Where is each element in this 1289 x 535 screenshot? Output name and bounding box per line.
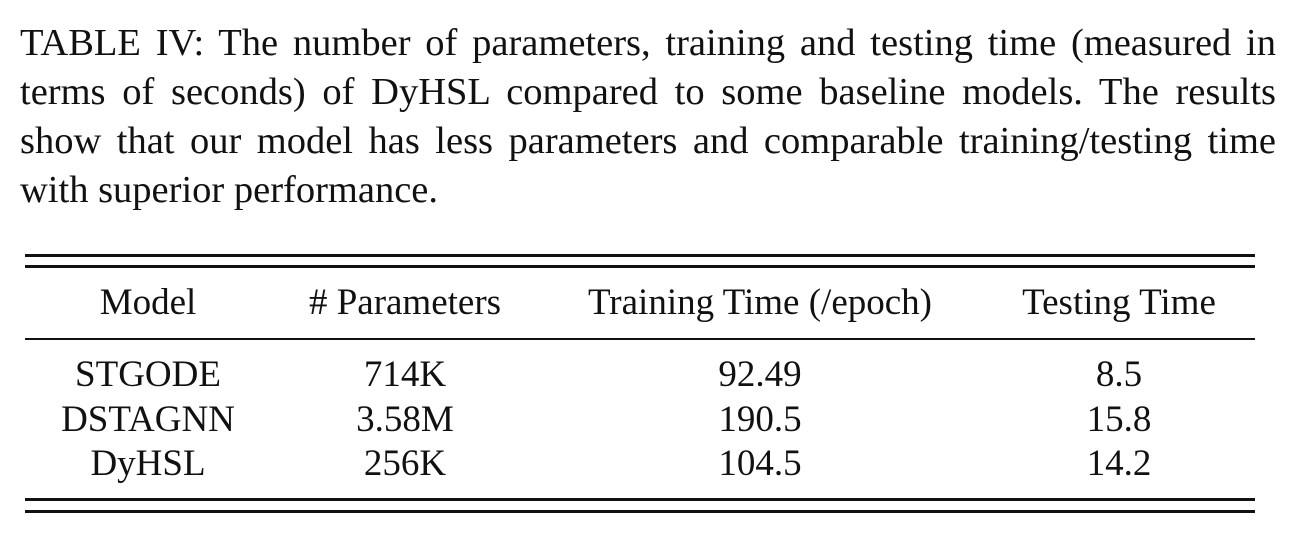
table-cell: 714K	[363, 354, 447, 395]
table-cell: 190.5	[718, 398, 802, 440]
table-cell: 15.8	[1086, 398, 1152, 440]
table-cell: DSTAGNN	[61, 398, 235, 440]
table-cell: 8.5	[1095, 354, 1143, 395]
header-cell: Model	[99, 282, 197, 323]
header-cell: Testing Time	[1022, 282, 1216, 323]
header-rule	[25, 338, 1255, 340]
top-rule	[25, 265, 1255, 268]
bottom-rule	[25, 510, 1255, 513]
table-caption: TABLE IV: The number of parameters, trai…	[20, 22, 1276, 211]
bottom-rule	[25, 498, 1255, 501]
table-cell: 3.58M	[356, 398, 454, 440]
header-cell: Training Time (/epoch)	[588, 282, 932, 323]
table-cell: 14.2	[1086, 443, 1152, 484]
table-cell: DyHSL	[90, 443, 206, 484]
header-cell: # Parameters	[308, 282, 502, 323]
table-cell: 256K	[363, 443, 447, 484]
table-cell: 92.49	[718, 354, 802, 395]
table-cell: STGODE	[75, 354, 221, 395]
top-rule	[25, 254, 1255, 257]
table-cell: 104.5	[718, 443, 802, 484]
